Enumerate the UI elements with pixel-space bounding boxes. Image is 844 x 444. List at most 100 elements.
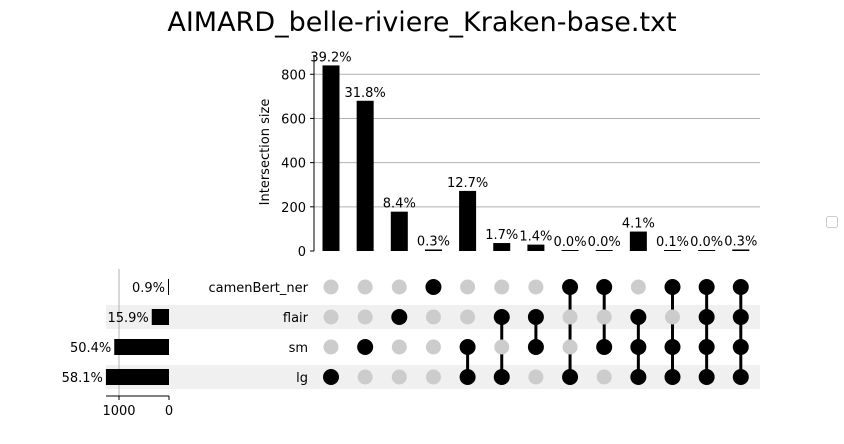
y-tick-label: 0	[298, 245, 306, 260]
intersection-bar	[561, 250, 579, 251]
set-label: lg	[296, 371, 308, 386]
y-axis-label: Intersection size	[258, 99, 273, 206]
y-gridlines	[314, 73, 760, 208]
matrix-dot-active	[459, 339, 476, 355]
matrix-dot-inactive	[494, 279, 510, 295]
set-size-percent-label: 50.4%	[70, 341, 111, 356]
set-size-tick-label: 0	[165, 404, 173, 419]
bar-percent-label: 0.0%	[690, 235, 723, 250]
set-size-percent-label: 0.9%	[132, 281, 165, 296]
matrix-dot-inactive	[630, 279, 646, 295]
matrix-dot-inactive	[562, 309, 578, 325]
matrix-dot-active	[630, 309, 647, 325]
matrix-dot-active	[425, 279, 442, 295]
matrix-dot-active	[596, 339, 613, 355]
matrix-dot-active	[698, 369, 715, 385]
matrix-dot-active	[732, 309, 749, 325]
matrix-dot-inactive	[665, 309, 680, 325]
matrix-dot-inactive	[425, 339, 441, 355]
intersection-bar	[322, 65, 340, 251]
matrix-dot-inactive	[425, 369, 441, 385]
bar-percent-label: 0.0%	[588, 235, 621, 250]
matrix-dot-inactive	[391, 369, 407, 385]
matrix-dot-inactive	[528, 369, 544, 385]
matrix-dot-active	[391, 309, 408, 325]
matrix-dot-inactive	[494, 339, 510, 355]
set-label: camenBert_ner	[209, 281, 309, 296]
bar-percent-label: 0.1%	[656, 235, 689, 250]
matrix-dot-inactive	[357, 309, 373, 325]
matrix-dot-active	[732, 279, 749, 295]
matrix-dot-active	[698, 279, 715, 295]
matrix-dot-active	[527, 309, 544, 325]
y-tick-label: 600	[281, 112, 306, 127]
intersection-bar	[493, 243, 511, 251]
matrix-dot-active	[630, 369, 647, 385]
set-size-bars: 1000 0 0.9% 15.9% 50.4% 58.1%	[62, 269, 173, 419]
bar-percent-label: 0.0%	[554, 235, 587, 250]
matrix-dot-active	[732, 369, 749, 385]
matrix-dot-inactive	[323, 339, 339, 355]
y-tick-label: 800	[281, 68, 306, 83]
bar-percent-label: 1.4%	[519, 230, 552, 245]
set-size-tick-label: 1000	[102, 404, 135, 419]
matrix-dot-active	[698, 309, 715, 325]
set-size-bar	[168, 279, 169, 295]
intersection-bar	[664, 250, 681, 251]
intersection-bar	[595, 250, 613, 251]
intersection-bar	[629, 231, 647, 251]
matrix-dot-inactive	[391, 279, 407, 295]
matrix-dot-active	[527, 339, 544, 355]
matrix-dot-active	[357, 339, 374, 355]
matrix-dot-inactive	[425, 309, 441, 325]
intersection-bar	[390, 211, 408, 251]
matrix-dot-active	[562, 279, 579, 295]
matrix-dot-active	[493, 309, 510, 325]
matrix-dot-inactive	[357, 279, 373, 295]
y-tick-label: 400	[281, 157, 306, 172]
matrix-dot-active	[664, 369, 681, 385]
matrix-dot-inactive	[596, 309, 612, 325]
intersection-bar	[732, 249, 750, 251]
set-size-percent-label: 58.1%	[62, 371, 103, 386]
bar-percent-label: 1.7%	[485, 228, 518, 243]
intersection-bar	[424, 249, 442, 251]
matrix-dot-active	[630, 339, 647, 355]
matrix-dot-inactive	[357, 369, 373, 385]
membership-matrix	[323, 279, 749, 385]
matrix-dot-active	[562, 369, 579, 385]
matrix-dot-inactive	[562, 339, 578, 355]
set-label: flair	[283, 311, 309, 326]
matrix-dot-active	[459, 369, 476, 385]
matrix-dot-active	[323, 369, 339, 385]
matrix-dot-inactive	[596, 369, 612, 385]
matrix-dot-active	[493, 369, 510, 385]
chart-title: AIMARD_belle-riviere_Kraken-base.txt	[167, 7, 676, 38]
matrix-dot-active	[596, 279, 613, 295]
matrix-dot-active	[664, 279, 681, 295]
bar-percent-label: 12.7%	[447, 176, 488, 191]
matrix-dot-inactive	[460, 309, 476, 325]
bar-percent-label: 0.3%	[724, 234, 757, 249]
matrix-dot-inactive	[528, 279, 544, 295]
intersection-bar	[459, 190, 477, 251]
matrix-dot-inactive	[391, 339, 407, 355]
set-label: sm	[289, 341, 308, 356]
empty-legend-box	[826, 216, 838, 228]
matrix-dot-active	[664, 339, 681, 355]
intersection-bars: 39.2%31.8%8.4%0.3%12.7%1.7% 1.4% 0.0% 0.0%4…	[310, 50, 757, 251]
bar-percent-label: 4.1%	[622, 217, 655, 232]
set-size-bar	[114, 339, 169, 355]
intersection-bar	[698, 250, 716, 251]
set-size-percent-label: 15.9%	[107, 311, 148, 326]
bar-percent-label: 39.2%	[310, 50, 351, 65]
set-size-bar	[105, 369, 169, 385]
matrix-dot-active	[732, 339, 749, 355]
matrix-dot-inactive	[323, 309, 339, 325]
bar-percent-label: 8.4%	[383, 197, 416, 212]
matrix-dot-inactive	[323, 279, 339, 295]
set-size-bar	[151, 309, 169, 325]
matrix-dot-inactive	[460, 279, 476, 295]
